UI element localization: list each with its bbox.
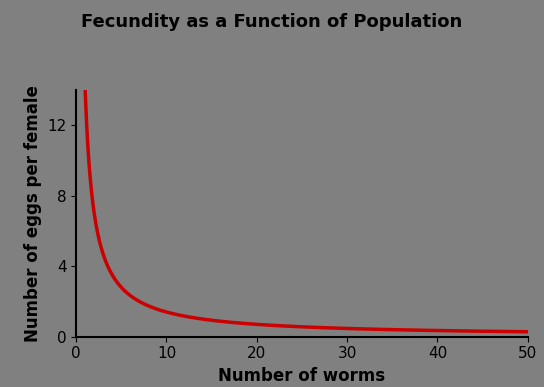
X-axis label: Number of worms: Number of worms — [218, 367, 386, 385]
Y-axis label: Number of eggs per female: Number of eggs per female — [23, 85, 42, 342]
Text: Fecundity as a Function of Population: Fecundity as a Function of Population — [82, 13, 462, 31]
